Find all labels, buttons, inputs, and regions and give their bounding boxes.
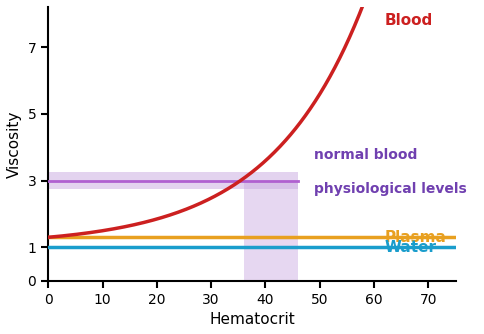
Text: physiological levels: physiological levels xyxy=(314,182,466,196)
Text: Plasma: Plasma xyxy=(384,230,446,245)
X-axis label: Hematocrit: Hematocrit xyxy=(209,312,294,327)
Text: normal blood: normal blood xyxy=(314,148,417,162)
Text: Water: Water xyxy=(384,240,436,255)
Y-axis label: Viscosity: Viscosity xyxy=(7,110,22,177)
Text: Blood: Blood xyxy=(384,13,432,28)
